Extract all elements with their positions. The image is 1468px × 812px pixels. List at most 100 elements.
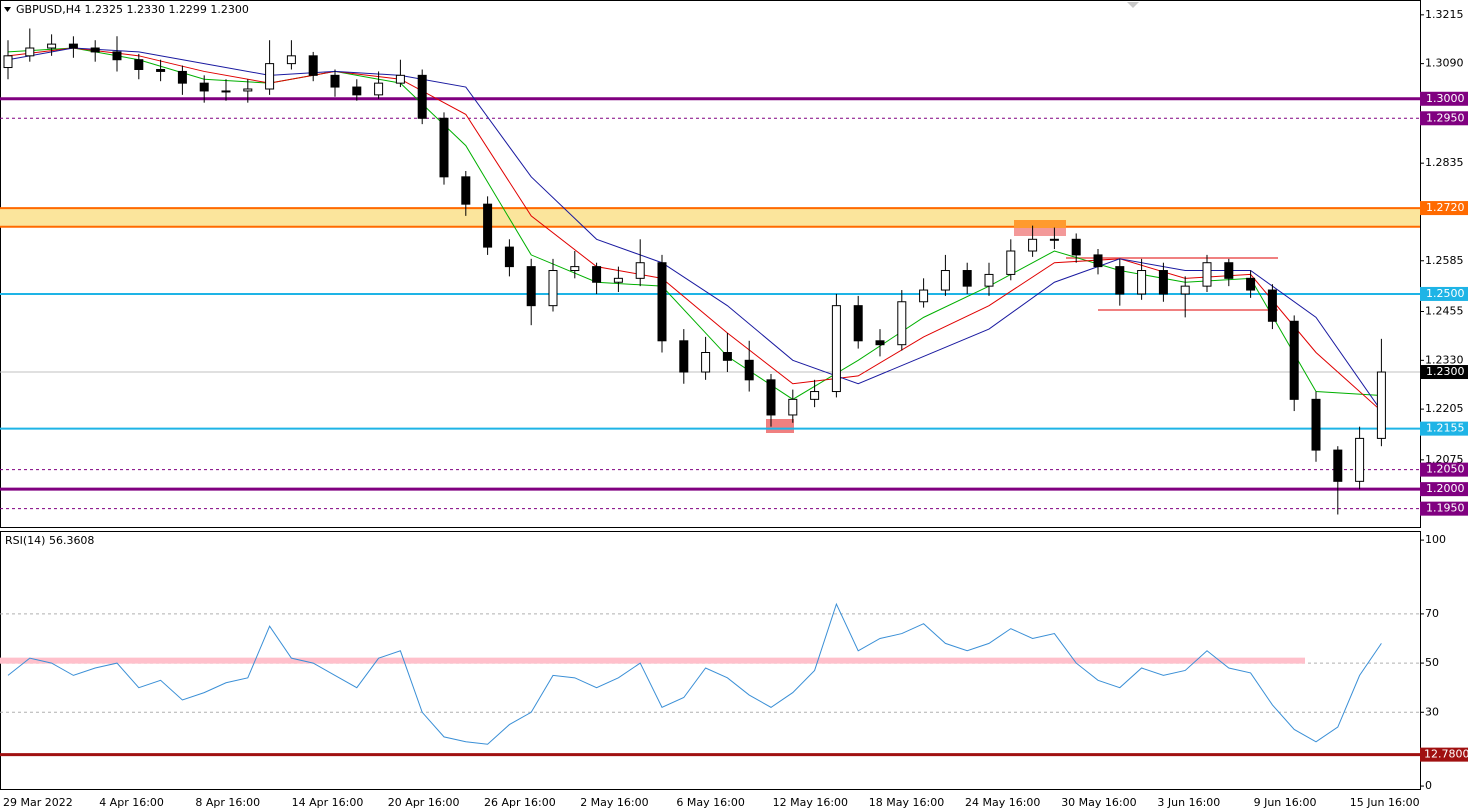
candle-body: [504, 246, 514, 268]
candle-body: [853, 305, 863, 342]
candle-body: [483, 203, 493, 248]
candle-body: [984, 273, 994, 287]
x-tick-label: 9 Jun 16:00: [1254, 796, 1317, 809]
x-tick-label: 26 Apr 16:00: [484, 796, 556, 809]
chart-title: GBPUSD,H4 1.2325 1.2330 1.2299 1.2300: [16, 3, 249, 16]
candle-body: [439, 117, 449, 178]
y-tick-label: 70: [1425, 607, 1439, 620]
price-pane: [0, 0, 1421, 528]
candle-body: [265, 63, 275, 90]
x-tick-label: 18 May 16:00: [869, 796, 944, 809]
menu-arrow: [4, 7, 11, 12]
candle-body: [570, 266, 580, 272]
level-label-box: [1420, 501, 1468, 516]
x-tick-label: 29 Mar 2022: [3, 796, 73, 809]
y-tick-label: 1.2205: [1425, 402, 1464, 415]
candle-body: [221, 90, 231, 93]
candle-body: [134, 59, 144, 70]
level-label-text: 1.2000: [1426, 482, 1465, 495]
candle-body: [1289, 320, 1299, 400]
candle-body: [1333, 449, 1343, 482]
y-tick-label: 1.2835: [1425, 156, 1464, 169]
level-label-text: 1.2300: [1426, 365, 1465, 378]
candle-body: [635, 262, 645, 279]
x-tick-label: 30 May 16:00: [1061, 796, 1136, 809]
level-label: 1.2300: [1420, 365, 1468, 380]
candle-body: [243, 88, 253, 92]
candle-body: [177, 70, 187, 84]
y-tick-label: 30: [1425, 705, 1439, 718]
level-label: 1.3000: [1420, 91, 1468, 106]
candle-body: [1006, 250, 1016, 275]
x-tick-label: 8 Apr 16:00: [195, 796, 260, 809]
candle-body: [1202, 262, 1212, 287]
y-tick-label: 1.2455: [1425, 305, 1464, 318]
level-label-text: 1.2050: [1426, 463, 1465, 476]
candle-body: [548, 270, 558, 307]
level-label-text: 1.2950: [1426, 111, 1465, 124]
level-label-box: [1420, 482, 1468, 497]
moving-average: [7, 47, 1382, 400]
x-tick-label: 24 May 16:00: [965, 796, 1040, 809]
moving-average: [7, 47, 1382, 412]
candle-body: [352, 86, 362, 96]
candle-body: [1224, 262, 1234, 279]
candle-body: [613, 277, 623, 283]
shift-marker: [1127, 2, 1139, 8]
candle-body: [1158, 270, 1168, 295]
candle-body: [90, 47, 100, 53]
moving-average: [7, 47, 1382, 412]
level-label-text: 1.2500: [1426, 287, 1465, 300]
candle-body: [461, 176, 471, 205]
level-label: 1.2050: [1420, 462, 1468, 477]
level-label: 1.2950: [1420, 111, 1468, 126]
x-tick-label: 2 May 16:00: [580, 796, 648, 809]
level-label-box: [1420, 111, 1468, 126]
level-label: 1.1950: [1420, 501, 1468, 516]
candle-body: [962, 270, 972, 287]
candle-body: [1115, 266, 1125, 295]
zone: [0, 208, 1420, 227]
candle-body: [68, 43, 78, 49]
candle-body: [744, 359, 754, 381]
level-label: 12.7800: [1420, 747, 1468, 762]
level-label-text: 1.3000: [1426, 92, 1465, 105]
level-label-box: [1420, 365, 1468, 380]
highlight: [1014, 220, 1066, 228]
candle-body: [1137, 270, 1147, 295]
candle-body: [1376, 371, 1386, 439]
level-label-box: [1420, 421, 1468, 436]
level-label-text: 1.1950: [1426, 502, 1465, 515]
y-tick-label: 100: [1425, 533, 1446, 546]
candle-body: [788, 398, 798, 416]
y-tick-label: 1.2330: [1425, 353, 1464, 366]
y-tick-label: 50: [1425, 656, 1439, 669]
candle-body: [1311, 398, 1321, 451]
level-label: 1.2155: [1420, 421, 1468, 436]
highlight: [1014, 228, 1066, 236]
candle-body: [940, 270, 950, 291]
candle-body: [1267, 289, 1277, 322]
candle-body: [810, 391, 820, 400]
candle-body: [1355, 437, 1365, 482]
level-label: 1.2000: [1420, 482, 1468, 497]
candle-body: [47, 43, 57, 49]
rsi-line: [7, 602, 1382, 745]
level-label-text: 12.7800: [1424, 748, 1468, 761]
level-label-box: [1420, 286, 1468, 301]
y-tick-label: 1.2075: [1425, 453, 1464, 466]
candle-body: [701, 352, 711, 373]
candle-body: [875, 340, 885, 346]
candle-body: [330, 74, 340, 88]
level-label-box: [1420, 201, 1468, 216]
x-tick-label: 15 Jun 16:00: [1350, 796, 1420, 809]
highlight: [766, 419, 794, 433]
candle-body: [417, 74, 427, 119]
candle-body: [897, 301, 907, 346]
candle-body: [308, 55, 318, 76]
candle-body: [831, 305, 841, 393]
level-label-text: 1.2720: [1426, 201, 1465, 214]
candle-body: [112, 51, 122, 61]
candle-body: [3, 55, 13, 69]
